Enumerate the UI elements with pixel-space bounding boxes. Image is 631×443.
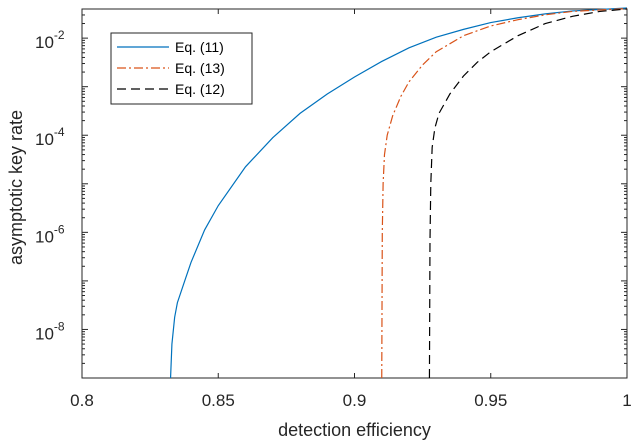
legend: Eq. (11) Eq. (13) Eq. (12)	[110, 32, 253, 105]
legend-label-3: Eq. (12)	[175, 81, 225, 97]
y-axis-label: asymptotic key rate	[6, 110, 26, 265]
series-layer	[169, 7, 628, 379]
x-tick-label: 1	[622, 391, 631, 410]
y-tick-label: 10-4	[35, 125, 65, 149]
x-tick-label: 0.85	[202, 391, 235, 410]
y-tick-label: 10-2	[35, 28, 65, 52]
x-tick-label: 0.95	[474, 391, 507, 410]
y-tick-label: 10-6	[35, 222, 65, 246]
series-line-2	[381, 7, 628, 379]
x-tick-label: 0.8	[70, 391, 94, 410]
axis-ticks	[81, 9, 628, 379]
x-tick-label: 0.9	[343, 391, 367, 410]
series-line-1	[169, 7, 628, 379]
legend-label-2: Eq. (13)	[175, 60, 225, 76]
y-tick-label: 10-8	[35, 319, 65, 343]
series-line-3	[428, 8, 628, 379]
axis-tick-labels: 0.8 0.85 0.9 0.95 1 10-8 10-6 10-4 10-2	[35, 28, 631, 410]
legend-label-1: Eq. (11)	[175, 39, 224, 55]
x-axis-label: detection efficiency	[278, 420, 431, 440]
